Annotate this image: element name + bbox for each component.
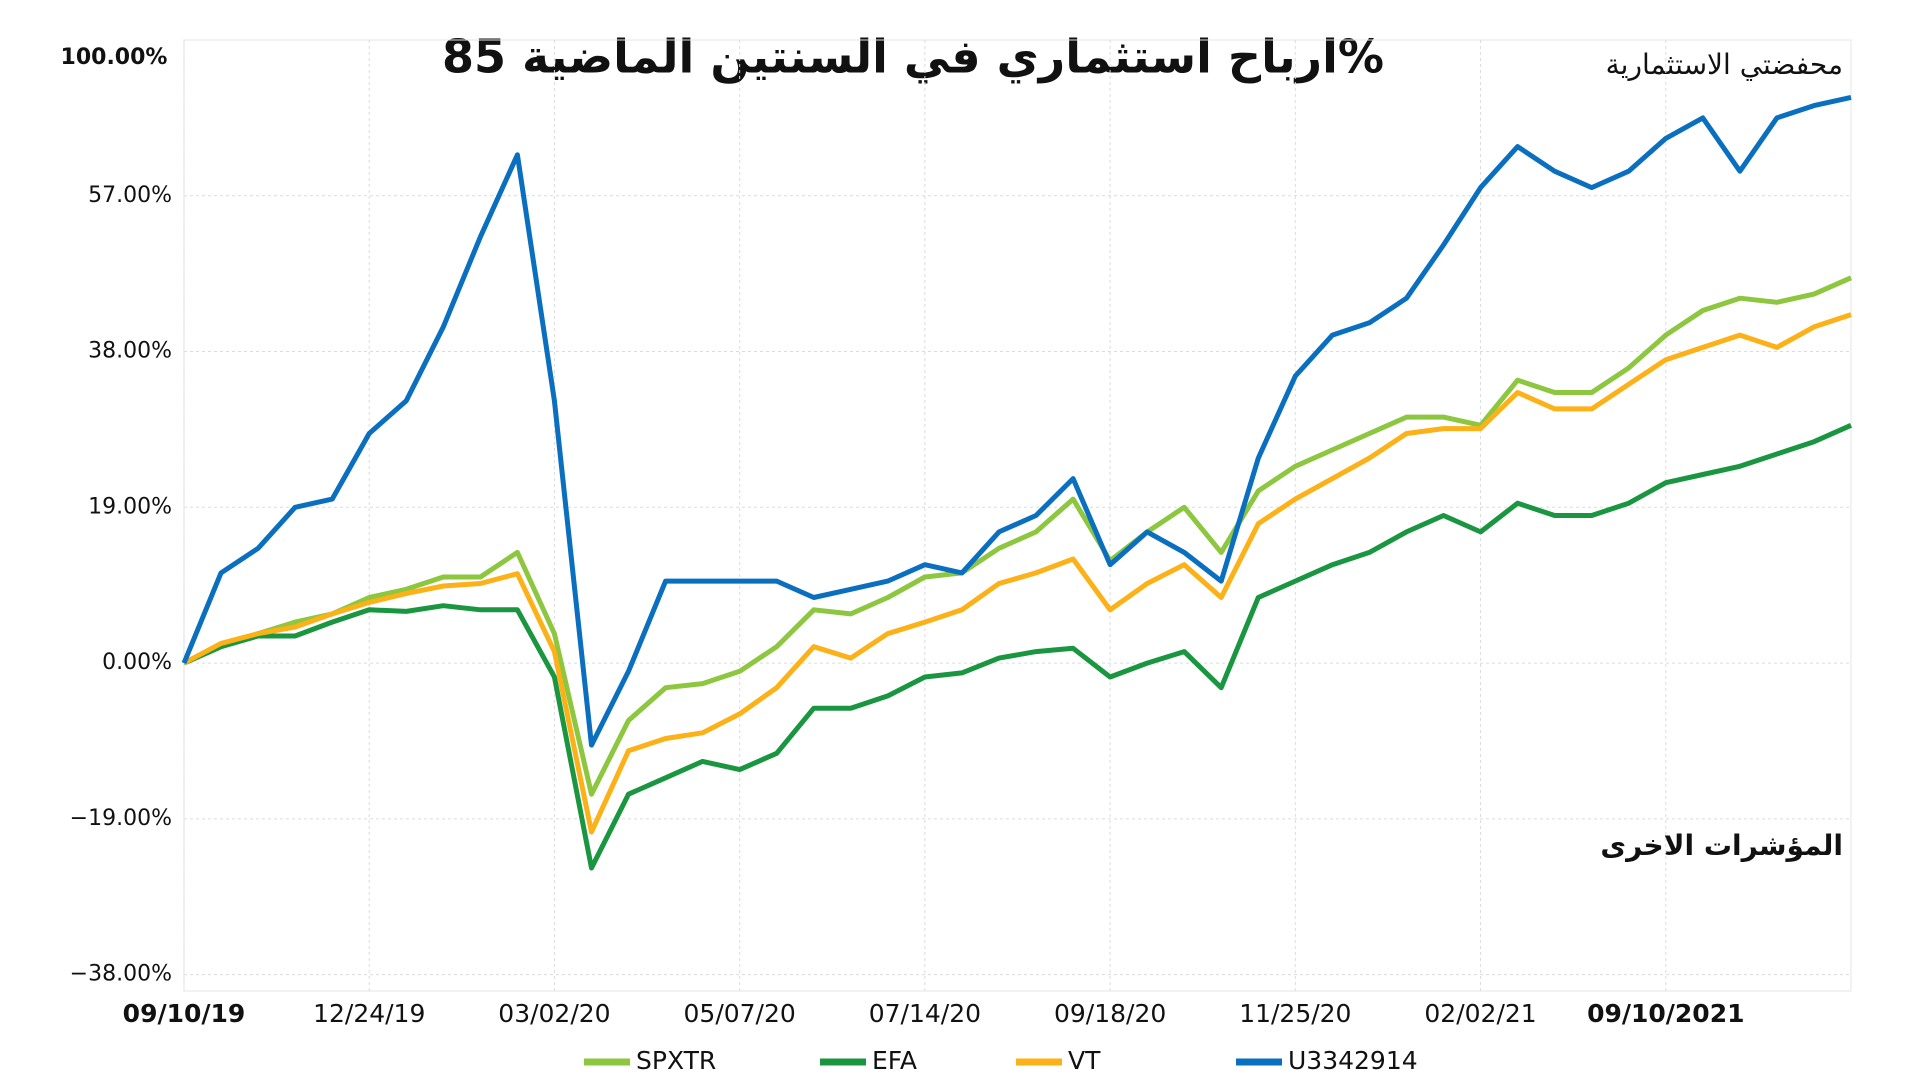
annotation: 100.00% — [61, 45, 168, 70]
x-tick-label: 05/07/20 — [684, 999, 796, 1028]
x-tick-label: 12/24/19 — [313, 999, 425, 1028]
annotation: محفضتي الاستثمارية — [1606, 48, 1843, 81]
y-tick-label: −19.00% — [70, 806, 172, 831]
line-series — [181, 94, 1852, 748]
chart-title: ارباح استثماري في السنتين الماضية 85% — [442, 30, 1384, 84]
legend-label: VT — [1068, 1046, 1101, 1075]
x-tick-label: 09/10/2021 — [1587, 999, 1744, 1028]
x-tick-label: 02/02/21 — [1424, 999, 1536, 1028]
x-tick-label: 03/02/20 — [498, 999, 610, 1028]
y-tick-label: 0.00% — [102, 650, 172, 675]
x-tick-label: 11/25/20 — [1239, 999, 1351, 1028]
x-tick-label: 09/18/20 — [1054, 999, 1166, 1028]
legend-label: SPXTR — [636, 1046, 716, 1075]
legend-label: U3342914 — [1288, 1046, 1418, 1075]
y-tick-label: 19.00% — [88, 494, 172, 519]
legend-label: EFA — [872, 1046, 917, 1075]
x-tick-label: 07/14/20 — [869, 999, 981, 1028]
line-series — [182, 312, 1852, 835]
y-tick-label: −38.00% — [70, 962, 172, 987]
x-tick-label: 09/10/19 — [123, 999, 246, 1028]
line-series — [182, 275, 1853, 797]
y-tick-label: 57.00% — [88, 183, 172, 208]
y-tick-label: 38.00% — [88, 339, 172, 364]
line-series — [182, 423, 1853, 871]
annotation: المؤشرات الاخرى — [1600, 829, 1843, 862]
